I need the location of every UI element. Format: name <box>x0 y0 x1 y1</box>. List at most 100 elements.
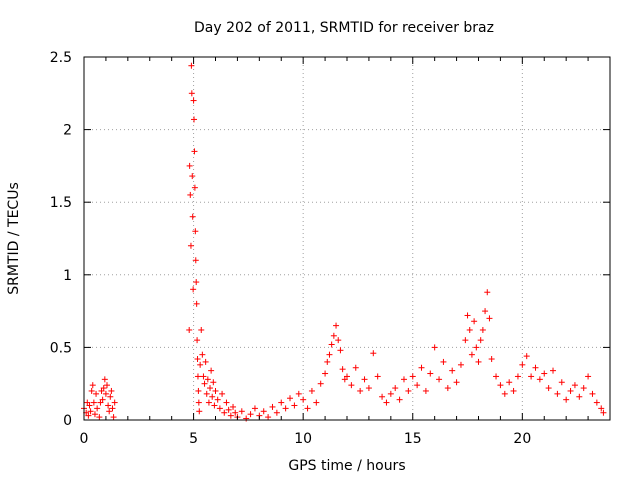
data-point <box>210 379 217 386</box>
data-point <box>225 406 232 413</box>
data-point <box>282 405 289 412</box>
plot-frame <box>83 56 611 421</box>
y-tick-label: 2.5 <box>50 50 72 66</box>
data-point <box>227 412 234 419</box>
data-point <box>86 402 93 409</box>
data-point <box>191 148 198 155</box>
data-point <box>477 337 484 344</box>
data-point <box>313 399 320 406</box>
data-point <box>598 405 605 412</box>
data-point <box>536 376 543 383</box>
data-point <box>554 390 561 397</box>
data-point <box>191 184 198 191</box>
x-tick-labels: 0 5 10 15 20 <box>80 431 532 447</box>
data-point <box>339 366 346 373</box>
data-point <box>550 367 557 374</box>
data-point <box>110 414 117 421</box>
data-point <box>414 382 421 389</box>
data-point <box>580 385 587 392</box>
data-point <box>265 414 272 421</box>
data-point <box>589 390 596 397</box>
data-point <box>90 399 97 406</box>
data-point <box>405 387 412 394</box>
data-point <box>563 396 570 403</box>
data-point <box>330 332 337 339</box>
data-point <box>370 350 377 357</box>
data-point <box>221 409 228 416</box>
data-point <box>251 405 258 412</box>
data-point <box>198 326 205 333</box>
data-point <box>585 373 592 380</box>
data-point <box>247 411 254 418</box>
data-point <box>361 376 368 383</box>
data-point <box>273 409 280 416</box>
y-tick-label: 1.5 <box>50 195 72 211</box>
x-tick-label: 0 <box>80 431 89 447</box>
data-point <box>344 373 350 380</box>
data-point <box>243 415 250 422</box>
data-point <box>493 373 500 380</box>
data-point <box>387 390 394 397</box>
data-point <box>528 373 535 380</box>
x-tick-label: 15 <box>404 431 422 447</box>
data-point <box>348 382 355 389</box>
data-point <box>96 414 103 421</box>
data-point <box>440 358 447 365</box>
data-point <box>195 387 202 394</box>
data-point <box>211 402 218 409</box>
y-axis-title: SRMTID / TECUs <box>6 182 22 295</box>
data-point <box>230 403 237 410</box>
data-point <box>558 379 565 386</box>
data-point <box>89 382 96 389</box>
x-tick-label: 5 <box>189 431 198 447</box>
data-point <box>396 396 403 403</box>
data-point <box>93 390 100 397</box>
data-point <box>195 399 202 406</box>
data-point <box>101 376 108 383</box>
data-point <box>99 396 106 403</box>
data-point <box>194 337 201 344</box>
data-point <box>203 390 210 397</box>
data-point <box>374 373 381 380</box>
data-point <box>324 358 331 365</box>
data-point <box>205 399 212 406</box>
data-point <box>91 411 98 418</box>
data-point <box>188 90 195 97</box>
data-point <box>541 370 548 377</box>
data-point <box>484 289 491 296</box>
data-point <box>300 396 307 403</box>
data-point <box>196 408 203 415</box>
data-point <box>475 358 482 365</box>
data-point <box>567 387 574 394</box>
data-point <box>295 390 302 397</box>
data-point <box>523 353 530 360</box>
data-point <box>510 387 517 394</box>
x-tick-label: 20 <box>513 431 531 447</box>
data-point <box>94 405 101 412</box>
data-point <box>308 387 315 394</box>
data-point <box>576 393 583 400</box>
data-points <box>81 62 607 422</box>
data-point <box>189 213 196 220</box>
data-point <box>317 380 324 387</box>
data-point <box>212 387 219 394</box>
data-point <box>190 97 197 104</box>
data-point <box>479 326 486 333</box>
data-point <box>88 387 95 394</box>
data-point <box>464 312 471 319</box>
data-point <box>200 373 207 380</box>
data-point <box>291 402 298 409</box>
data-point <box>190 286 197 293</box>
data-point <box>100 385 107 392</box>
data-point <box>219 390 226 397</box>
data-point <box>449 367 456 374</box>
data-point <box>199 351 206 358</box>
data-point <box>197 361 204 368</box>
data-point <box>418 364 425 371</box>
data-point <box>471 318 478 325</box>
data-point <box>193 279 200 286</box>
data-point <box>571 382 578 389</box>
data-point <box>269 403 276 410</box>
